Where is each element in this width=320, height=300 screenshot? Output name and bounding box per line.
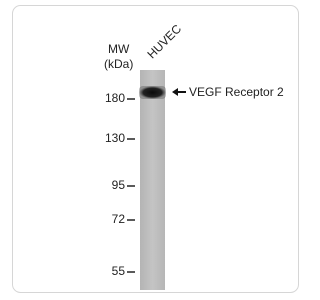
lane — [140, 70, 165, 290]
mw-unit: (kDa) — [104, 57, 133, 71]
marker-label: 95 — [112, 178, 126, 192]
mw-label: MW — [108, 42, 130, 56]
marker-label: 130 — [105, 131, 125, 145]
band — [139, 86, 166, 99]
blot-figure: MW (kDa) HUVEC VEGF Receptor 2 180130957… — [0, 0, 304, 295]
marker-label: 180 — [105, 91, 125, 105]
marker-label: 72 — [112, 212, 126, 226]
band-label: VEGF Receptor 2 — [189, 85, 284, 99]
marker-label: 55 — [112, 264, 126, 278]
